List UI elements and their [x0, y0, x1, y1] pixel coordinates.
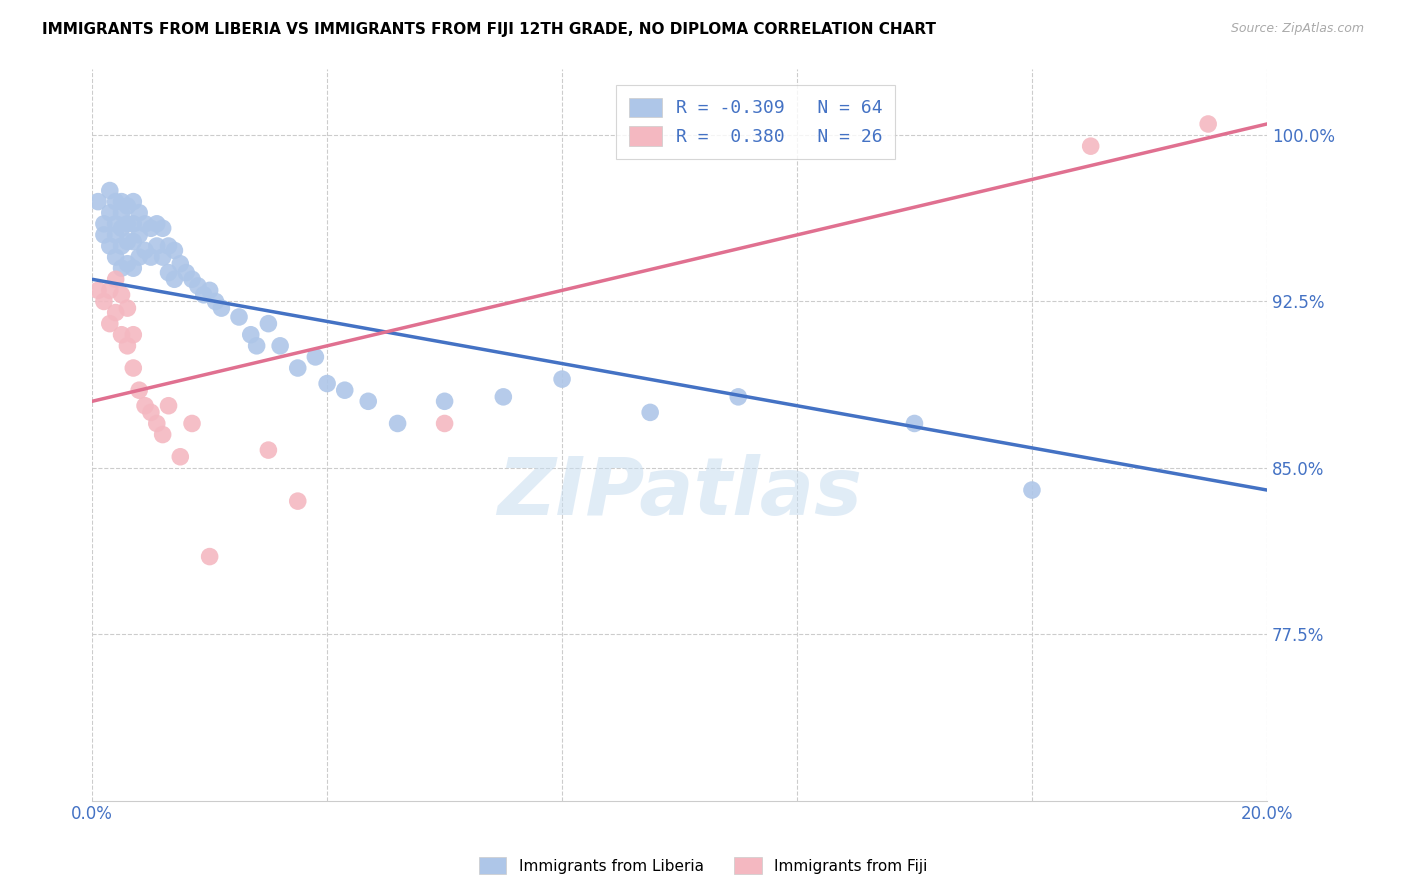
Point [117, 301, 139, 315]
Point [110, 205, 132, 219]
Point [128, 250, 150, 264]
Point [122, 217, 145, 231]
Point [1197, 117, 1219, 131]
Point [187, 279, 209, 293]
Point [93, 294, 115, 309]
Point [727, 390, 749, 404]
Point [433, 417, 456, 431]
Point [117, 235, 139, 249]
Text: Source: ZipAtlas.com: Source: ZipAtlas.com [1230, 22, 1364, 36]
Point [104, 194, 127, 209]
Point [117, 199, 139, 213]
Point [93, 217, 115, 231]
Point [104, 305, 127, 319]
Point [110, 239, 132, 253]
Point [104, 250, 127, 264]
Point [198, 284, 221, 298]
Point [287, 361, 309, 376]
Point [287, 494, 309, 508]
Point [157, 399, 180, 413]
Point [98, 205, 121, 219]
Point [134, 399, 156, 413]
Point [104, 217, 127, 231]
Point [163, 272, 186, 286]
Point [1021, 483, 1043, 497]
Y-axis label: 12th Grade, No Diploma: 12th Grade, No Diploma [0, 342, 7, 527]
Point [228, 310, 250, 324]
Point [122, 261, 145, 276]
Point [128, 227, 150, 242]
Point [139, 405, 162, 419]
Point [152, 221, 174, 235]
Point [181, 272, 204, 286]
Point [152, 250, 174, 264]
Point [122, 235, 145, 249]
Point [110, 221, 132, 235]
Point [110, 287, 132, 301]
Point [110, 261, 132, 276]
Point [146, 217, 169, 231]
Point [304, 350, 326, 364]
Point [316, 376, 339, 391]
Point [98, 239, 121, 253]
Point [117, 339, 139, 353]
Point [239, 327, 262, 342]
Point [257, 317, 280, 331]
Point [128, 383, 150, 397]
Point [98, 184, 121, 198]
Point [181, 417, 204, 431]
Point [98, 317, 121, 331]
Point [193, 287, 215, 301]
Point [174, 266, 197, 280]
Point [246, 339, 269, 353]
Point [152, 427, 174, 442]
Point [357, 394, 380, 409]
Point [104, 227, 127, 242]
Point [146, 239, 169, 253]
Point [638, 405, 661, 419]
Point [98, 284, 121, 298]
Point [551, 372, 574, 386]
Point [117, 217, 139, 231]
Point [257, 443, 280, 458]
Text: ZIPatlas: ZIPatlas [498, 454, 862, 533]
Point [117, 257, 139, 271]
Point [104, 272, 127, 286]
Point [139, 221, 162, 235]
Point [139, 250, 162, 264]
Point [157, 266, 180, 280]
Legend: Immigrants from Liberia, Immigrants from Fiji: Immigrants from Liberia, Immigrants from… [472, 851, 934, 880]
Point [433, 394, 456, 409]
Point [87, 284, 110, 298]
Point [1080, 139, 1102, 153]
Point [134, 244, 156, 258]
Point [163, 244, 186, 258]
Point [387, 417, 409, 431]
Point [110, 327, 132, 342]
Point [204, 294, 226, 309]
Point [198, 549, 221, 564]
Point [110, 194, 132, 209]
Point [122, 194, 145, 209]
Legend: R = -0.309   N = 64, R =  0.380   N = 26: R = -0.309 N = 64, R = 0.380 N = 26 [616, 85, 896, 159]
Point [903, 417, 925, 431]
Point [492, 390, 515, 404]
Point [209, 301, 232, 315]
Point [122, 361, 145, 376]
Point [87, 194, 110, 209]
Point [169, 450, 191, 464]
Point [169, 257, 191, 271]
Point [146, 417, 169, 431]
Point [128, 205, 150, 219]
Point [93, 227, 115, 242]
Point [134, 217, 156, 231]
Point [333, 383, 356, 397]
Point [122, 327, 145, 342]
Point [157, 239, 180, 253]
Point [269, 339, 291, 353]
Text: IMMIGRANTS FROM LIBERIA VS IMMIGRANTS FROM FIJI 12TH GRADE, NO DIPLOMA CORRELATI: IMMIGRANTS FROM LIBERIA VS IMMIGRANTS FR… [42, 22, 936, 37]
